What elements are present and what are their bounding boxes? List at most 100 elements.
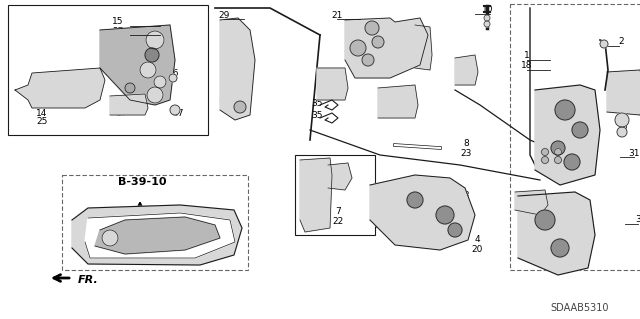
Text: FR.: FR. (78, 275, 99, 285)
Bar (510, 4, 640, 270)
Circle shape (484, 15, 490, 21)
Text: 35: 35 (311, 110, 323, 120)
Polygon shape (415, 25, 432, 70)
Text: 3: 3 (635, 216, 640, 225)
Polygon shape (370, 175, 475, 250)
Text: 12: 12 (556, 144, 568, 152)
Polygon shape (328, 163, 352, 190)
Bar (62, 175, 248, 270)
Circle shape (125, 83, 135, 93)
Circle shape (350, 40, 366, 56)
Circle shape (102, 230, 118, 246)
Polygon shape (518, 192, 595, 275)
Circle shape (146, 31, 164, 49)
Text: 25: 25 (36, 117, 48, 127)
Text: 11: 11 (374, 211, 386, 219)
Circle shape (541, 149, 548, 155)
Text: 31: 31 (628, 149, 640, 158)
Circle shape (362, 54, 374, 66)
Text: 37: 37 (172, 108, 184, 117)
Circle shape (564, 154, 580, 170)
Text: 35: 35 (311, 99, 323, 108)
Text: 32: 32 (527, 191, 539, 201)
Text: 5: 5 (371, 40, 377, 48)
Circle shape (600, 40, 608, 48)
Text: 24: 24 (374, 220, 386, 229)
Circle shape (551, 239, 569, 257)
Polygon shape (15, 68, 105, 108)
Text: 16: 16 (168, 69, 180, 78)
Polygon shape (220, 18, 255, 120)
Circle shape (372, 36, 384, 48)
Text: 38: 38 (458, 191, 470, 201)
Polygon shape (317, 68, 348, 100)
Text: 15: 15 (112, 18, 124, 26)
Circle shape (436, 206, 454, 224)
Text: 39: 39 (463, 68, 475, 77)
Circle shape (617, 127, 627, 137)
Circle shape (448, 223, 462, 237)
Text: 36: 36 (332, 167, 344, 176)
Text: 1: 1 (524, 51, 530, 61)
Text: 13: 13 (556, 153, 568, 162)
Text: 9: 9 (615, 84, 621, 93)
Text: 7: 7 (335, 206, 341, 216)
Polygon shape (515, 190, 548, 215)
Circle shape (554, 149, 561, 155)
Polygon shape (72, 205, 242, 265)
Polygon shape (535, 85, 600, 185)
Polygon shape (110, 94, 148, 115)
Circle shape (170, 105, 180, 115)
Polygon shape (345, 18, 428, 78)
Text: 22: 22 (332, 217, 344, 226)
Text: 17: 17 (116, 108, 128, 117)
Text: 2: 2 (618, 38, 624, 47)
Text: 21: 21 (332, 11, 342, 19)
Circle shape (140, 62, 156, 78)
Circle shape (234, 101, 246, 113)
Circle shape (572, 122, 588, 138)
Text: 8: 8 (463, 138, 469, 147)
Circle shape (615, 113, 629, 127)
Text: 33: 33 (343, 46, 355, 55)
Text: 30: 30 (616, 123, 628, 132)
Bar (295, 155, 375, 235)
Circle shape (145, 48, 159, 62)
Text: 4: 4 (474, 235, 480, 244)
Circle shape (407, 192, 423, 208)
Polygon shape (100, 25, 175, 105)
Circle shape (147, 87, 163, 103)
Bar (8, 5, 208, 135)
Circle shape (554, 157, 561, 164)
Text: 40: 40 (462, 211, 474, 220)
Polygon shape (95, 217, 220, 254)
Circle shape (541, 157, 548, 164)
Text: 37: 37 (240, 80, 252, 90)
Circle shape (154, 76, 166, 88)
Text: 6: 6 (325, 76, 331, 85)
Text: 18: 18 (521, 62, 532, 70)
Circle shape (551, 141, 565, 155)
Text: 12: 12 (542, 144, 554, 152)
Text: 13: 13 (542, 153, 554, 162)
Text: 37: 37 (218, 93, 230, 102)
Circle shape (169, 74, 177, 82)
Polygon shape (300, 158, 332, 232)
Circle shape (555, 100, 575, 120)
Text: 14: 14 (36, 108, 48, 117)
Text: 27: 27 (112, 26, 124, 35)
Text: 29: 29 (218, 11, 230, 19)
Polygon shape (455, 55, 478, 85)
Circle shape (535, 210, 555, 230)
Text: 20: 20 (471, 246, 483, 255)
Text: 26: 26 (366, 28, 378, 38)
Circle shape (484, 21, 490, 27)
Polygon shape (85, 213, 235, 258)
Text: B-39-10: B-39-10 (118, 177, 166, 187)
Circle shape (365, 21, 379, 35)
Text: 34: 34 (414, 33, 426, 42)
Text: 10: 10 (483, 5, 493, 14)
Text: SDAAB5310: SDAAB5310 (551, 303, 609, 313)
Polygon shape (378, 85, 418, 118)
Text: 28: 28 (382, 97, 394, 106)
